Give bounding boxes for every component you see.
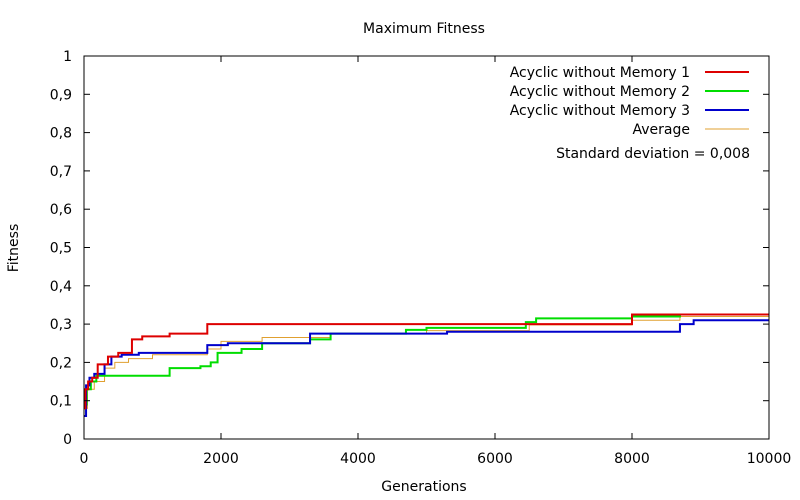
x-tick-label: 10000 [747, 451, 792, 467]
y-tick-label: 0 [63, 432, 72, 448]
std-dev-annotation: Standard deviation = 0,008 [556, 146, 750, 162]
x-tick-label: 6000 [477, 451, 513, 467]
x-tick-label: 2000 [203, 451, 239, 467]
y-tick-label: 0,2 [50, 355, 72, 371]
series-line-1 [84, 313, 769, 410]
y-tick-label: 1 [63, 49, 72, 65]
ticks-layer: 0 2000 4000 6000 8000 10000 0 0,1 0,2 0,3 0,4 0,5 0,… [50, 49, 792, 467]
y-tick-label: 0,6 [50, 202, 72, 218]
y-tick-label: 0,9 [50, 87, 72, 103]
y-tick-label: 0,1 [50, 394, 72, 410]
x-axis-label: Generations [381, 479, 466, 495]
y-tick-label: 0,8 [50, 126, 72, 142]
legend-label: Average [633, 122, 691, 138]
x-tick-label: 0 [80, 451, 89, 467]
plot-frame [83, 55, 770, 440]
legend: Acyclic without Memory 1 Acyclic without … [510, 65, 749, 138]
legend-label: Acyclic without Memory 3 [510, 103, 690, 119]
y-tick-label: 0,4 [50, 279, 72, 295]
y-axis-label: Fitness [6, 224, 22, 273]
y-tick-label: 0,5 [50, 241, 72, 257]
chart-title: Maximum Fitness [363, 21, 485, 37]
x-tick-label: 8000 [614, 451, 650, 467]
y-tick-label: 0,3 [50, 317, 72, 333]
x-tick-label: 4000 [340, 451, 376, 467]
series-layer [84, 313, 769, 418]
legend-label: Acyclic without Memory 2 [510, 84, 690, 100]
legend-label: Acyclic without Memory 1 [510, 65, 690, 81]
y-tick-label: 0,7 [50, 164, 72, 180]
